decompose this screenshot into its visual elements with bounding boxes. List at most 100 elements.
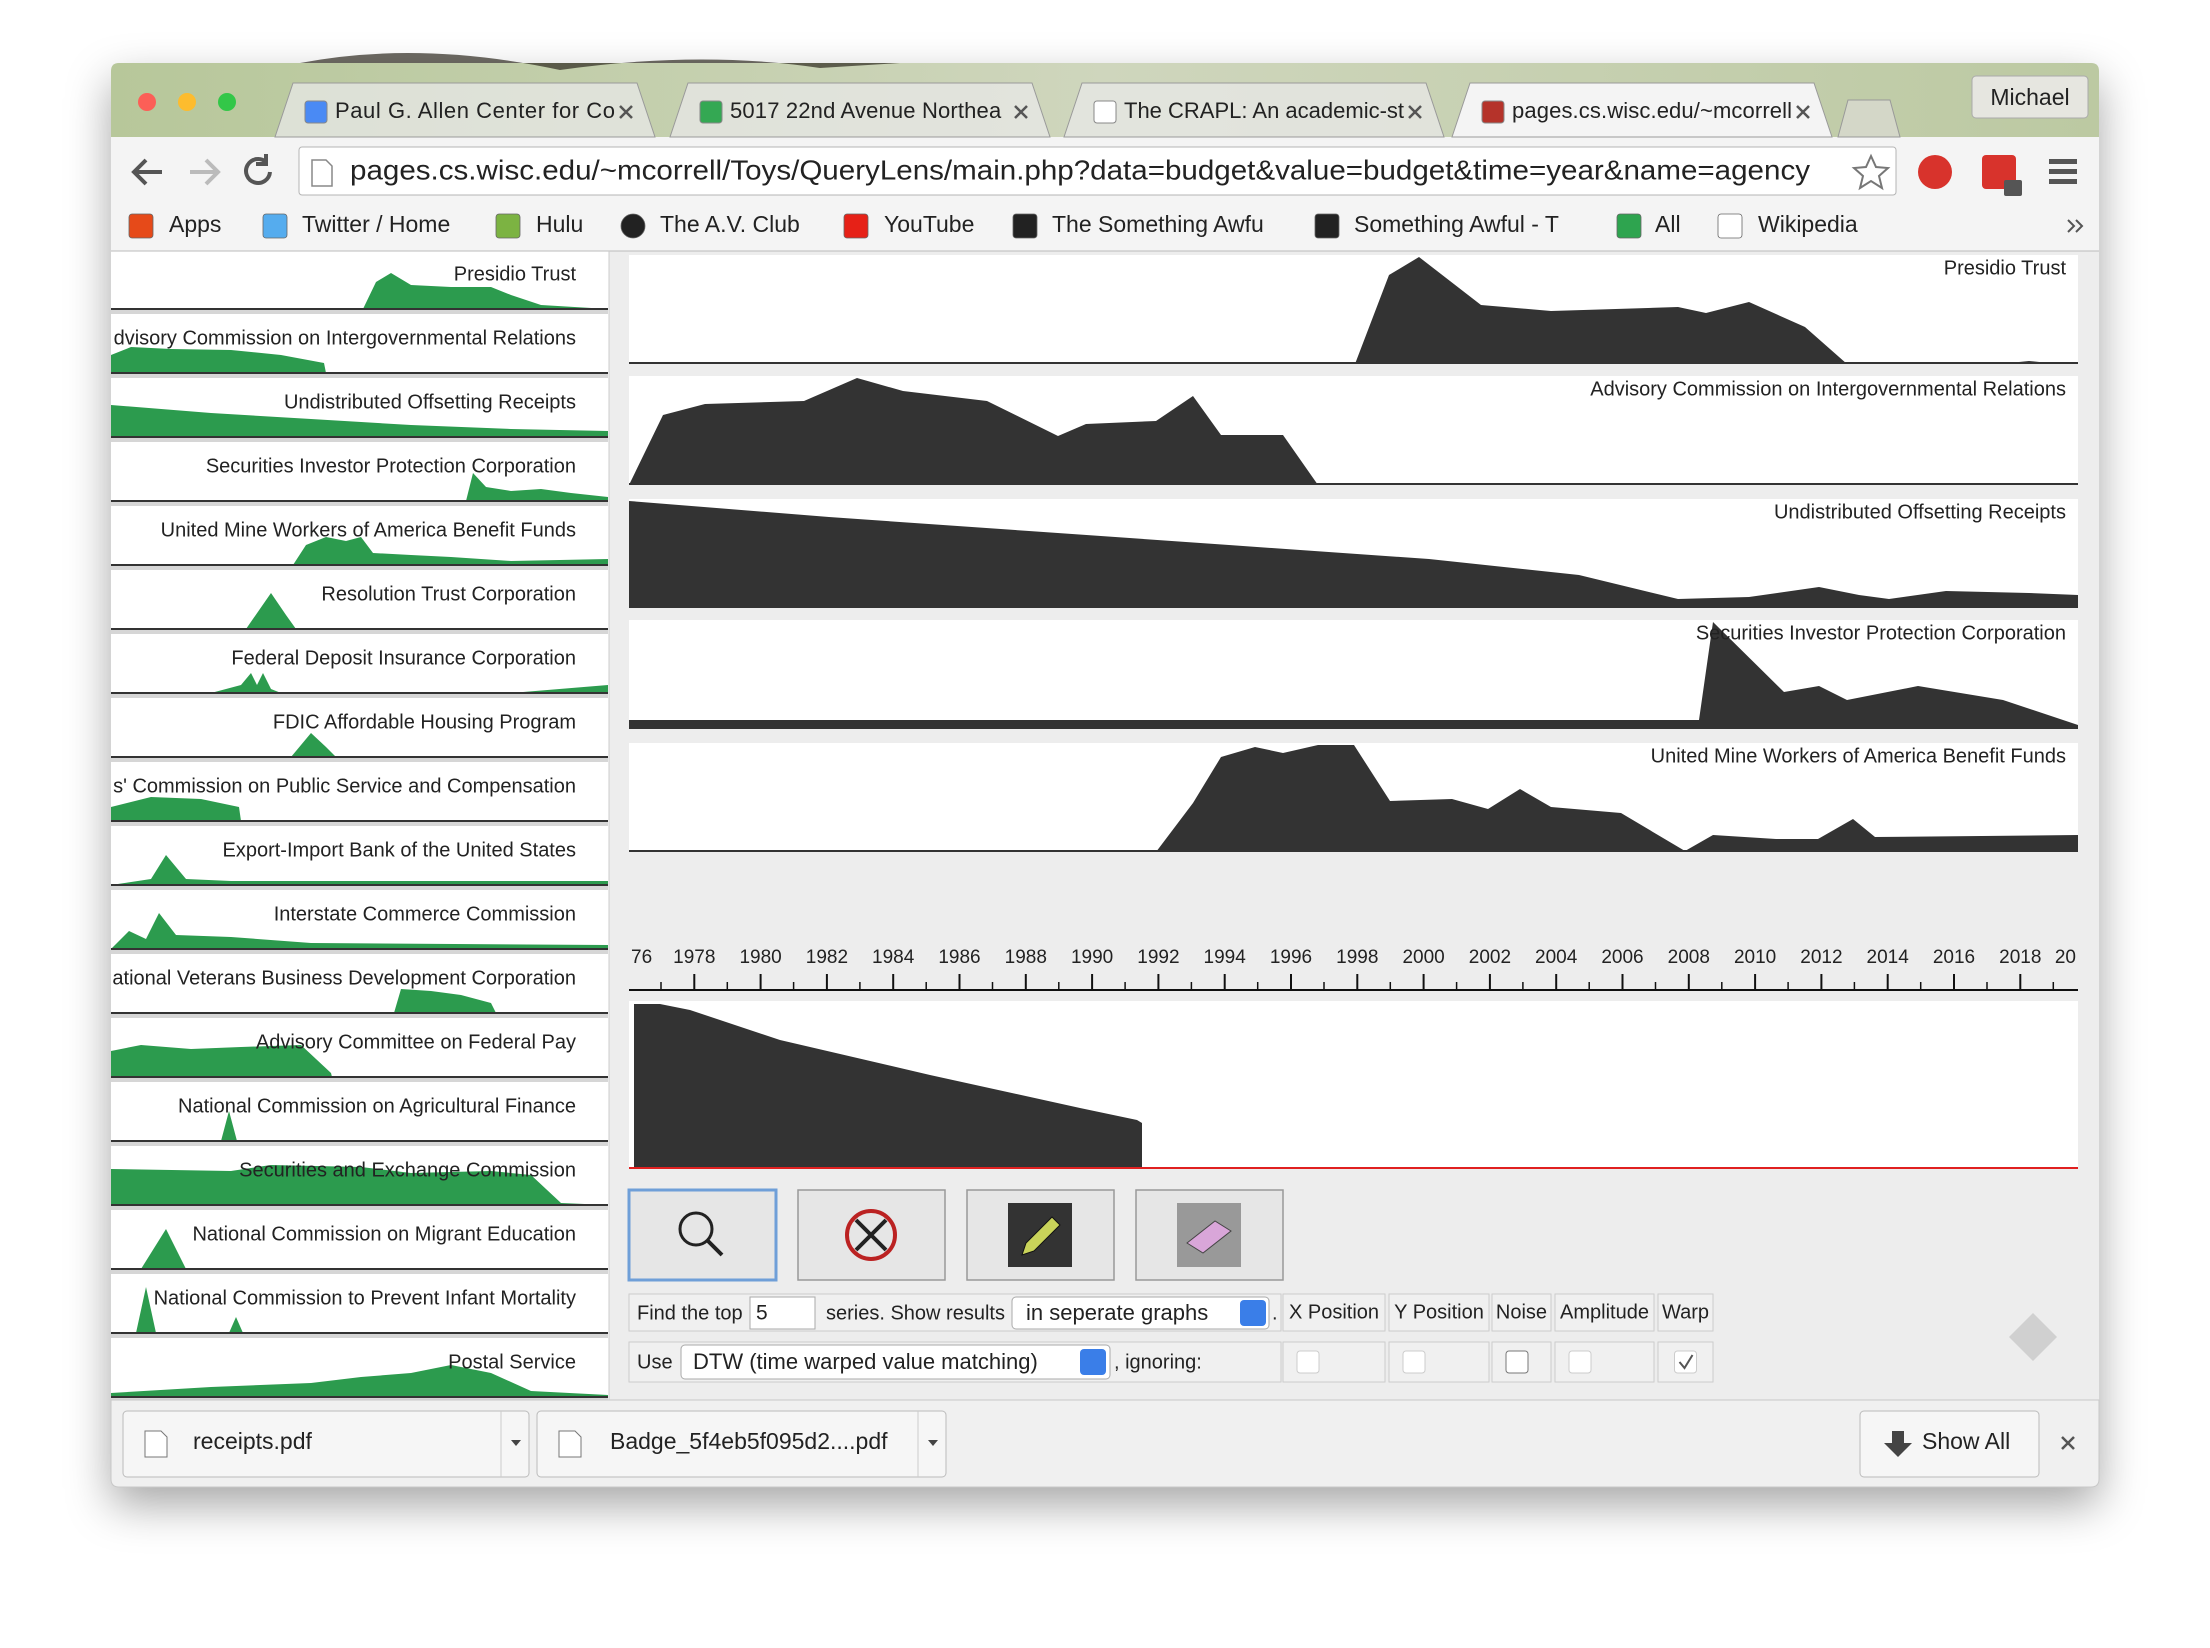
- year-label: 1980: [739, 947, 781, 968]
- url-text[interactable]: pages.cs.wisc.edu/~mcorrell/Toys/QueryLe…: [350, 154, 1810, 185]
- agency-row[interactable]: National Commission on Migrant Education: [111, 1223, 608, 1274]
- agency-name: Securities Investor Protection Corporati…: [206, 455, 576, 477]
- bookmark-icon: [1012, 213, 1038, 239]
- bookmark[interactable]: Apps: [128, 211, 221, 239]
- browser-tab[interactable]: pages.cs.wisc.edu/~mcorrell: [1451, 82, 1833, 138]
- bookmark[interactable]: All: [1616, 211, 1681, 239]
- agency-row[interactable]: FDIC Affordable Housing Program: [111, 711, 608, 762]
- year-label: 2014: [1867, 947, 1910, 968]
- agency-row[interactable]: Interstate Commerce Commission: [111, 903, 608, 954]
- erase-tool[interactable]: [1135, 1189, 1284, 1281]
- draw-tool[interactable]: [966, 1189, 1115, 1281]
- menu-bar[interactable]: [2049, 159, 2077, 164]
- bookmark[interactable]: Wikipedia: [1717, 211, 1858, 239]
- agency-row[interactable]: Securities Investor Protection Corporati…: [111, 455, 608, 506]
- top-n-value[interactable]: 5: [756, 1302, 768, 1325]
- download-item[interactable]: receipts.pdf: [122, 1410, 530, 1478]
- year-label: 2010: [1734, 947, 1776, 968]
- ignore-checkbox[interactable]: [1674, 1350, 1697, 1374]
- profile-button[interactable]: [1971, 75, 2089, 119]
- agency-row[interactable]: Export-Import Bank of the United States: [111, 839, 608, 890]
- agency-row[interactable]: Postal Service: [111, 1351, 608, 1402]
- agency-row[interactable]: Presidio Trust: [111, 263, 608, 314]
- row-shadow: [111, 821, 608, 826]
- download-menu-arrow[interactable]: [928, 1440, 938, 1446]
- download-item[interactable]: Badge_5f4eb5f095d2....pdf: [536, 1410, 947, 1478]
- file-name: receipts.pdf: [193, 1428, 313, 1454]
- bookmark-star[interactable]: [1851, 153, 1891, 191]
- agency-row[interactable]: s' Commission on Public Service and Comp…: [111, 775, 608, 826]
- agency-row[interactable]: National Commission to Prevent Infant Mo…: [111, 1287, 608, 1338]
- agency-name: Undistributed Offsetting Receipts: [284, 391, 576, 413]
- bookmark[interactable]: Something Awful - T: [1314, 211, 1559, 239]
- menu-bar[interactable]: [2049, 169, 2077, 174]
- reload-button[interactable]: [244, 154, 272, 185]
- menu-bar[interactable]: [2049, 179, 2077, 184]
- label: Use: [637, 1351, 673, 1373]
- tab-shape: [669, 82, 1051, 138]
- tab-close[interactable]: [1014, 105, 1028, 119]
- agency-row[interactable]: dvisory Commission on Intergovernmental …: [111, 327, 608, 378]
- agency-row[interactable]: ational Veterans Business Development Co…: [111, 967, 608, 1018]
- row-shadow: [111, 565, 608, 570]
- ignore-checkbox[interactable]: [1568, 1350, 1592, 1374]
- download-menu-arrow[interactable]: [511, 1440, 521, 1446]
- agency-row[interactable]: National Commission on Agricultural Fina…: [111, 1095, 608, 1146]
- bookmarks-overflow[interactable]: [2067, 219, 2084, 233]
- method-value[interactable]: DTW (time warped value matching): [693, 1349, 1038, 1374]
- agency-name: FDIC Affordable Housing Program: [273, 711, 576, 733]
- ignore-checkbox[interactable]: [1296, 1350, 1320, 1374]
- close-button[interactable]: [138, 93, 156, 111]
- ui: Paul G. Allen Center for Co 5017 22nd Ave…: [110, 75, 2100, 1488]
- agency-row[interactable]: Undistributed Offsetting Receipts: [111, 391, 608, 442]
- agency-sparkline: [293, 537, 608, 565]
- browser-tab[interactable]: The CRAPL: An academic-st: [1063, 82, 1445, 138]
- row-shadow: [111, 1141, 608, 1146]
- clear-tool[interactable]: [797, 1189, 946, 1281]
- clear-x: [854, 1218, 888, 1252]
- browser-tab[interactable]: Paul G. Allen Center for Co: [274, 82, 656, 138]
- download-box: [122, 1410, 530, 1478]
- display-select[interactable]: [1011, 1296, 1270, 1330]
- agency-row[interactable]: Federal Deposit Insurance Corporation: [111, 647, 608, 698]
- method-select[interactable]: [680, 1344, 1111, 1380]
- minimize-button[interactable]: [178, 93, 196, 111]
- tab-close[interactable]: [1796, 105, 1810, 119]
- agency-sparkline: [111, 1045, 332, 1077]
- feed-icon: [2009, 1313, 2057, 1361]
- ignore-checkbox[interactable]: [1505, 1350, 1529, 1374]
- bookmark[interactable]: The Something Awfu: [1012, 211, 1264, 239]
- bookmark[interactable]: Hulu: [495, 211, 583, 239]
- option-header: [1554, 1293, 1655, 1332]
- forward-button[interactable]: [190, 158, 221, 186]
- back-button[interactable]: [131, 158, 162, 186]
- result-area: [1355, 257, 2049, 364]
- address-bar[interactable]: [298, 146, 1897, 196]
- agency-sparkline: [363, 273, 608, 309]
- extension-stop[interactable]: [1918, 155, 1952, 189]
- tab-close[interactable]: [1408, 105, 1422, 119]
- agency-row[interactable]: Resolution Trust Corporation: [111, 583, 608, 634]
- bookmark[interactable]: The A.V. Club: [620, 211, 800, 239]
- agency-sparkline: [111, 405, 608, 437]
- profile-name: Michael: [1990, 84, 2069, 110]
- ignore-checkbox[interactable]: [1402, 1350, 1426, 1374]
- browser-tab[interactable]: 5017 22nd Avenue Northea: [669, 82, 1051, 138]
- agency-sparkline: [111, 913, 608, 949]
- show-all-button[interactable]: Show All: [1859, 1410, 2040, 1478]
- top-n-input[interactable]: [749, 1296, 816, 1330]
- bookmark[interactable]: YouTube: [843, 211, 974, 239]
- search-tool[interactable]: [627, 1188, 778, 1282]
- agency-row[interactable]: Securities and Exchange Commission: [111, 1159, 608, 1210]
- agency-sparkline: [466, 473, 608, 501]
- checkmark: [1678, 1354, 1694, 1370]
- bookmark[interactable]: Twitter / Home: [262, 211, 450, 239]
- tab-close[interactable]: [619, 105, 633, 119]
- agency-row[interactable]: United Mine Workers of America Benefit F…: [111, 519, 608, 570]
- agency-row[interactable]: Advisory Committee on Federal Pay: [111, 1031, 608, 1082]
- close-download-bar[interactable]: [2061, 1436, 2075, 1450]
- zoom-button[interactable]: [218, 93, 236, 111]
- new-tab-button[interactable]: [1837, 99, 1901, 138]
- display-value[interactable]: in seperate graphs: [1026, 1300, 1208, 1325]
- eraser-icon: [1186, 1220, 1232, 1254]
